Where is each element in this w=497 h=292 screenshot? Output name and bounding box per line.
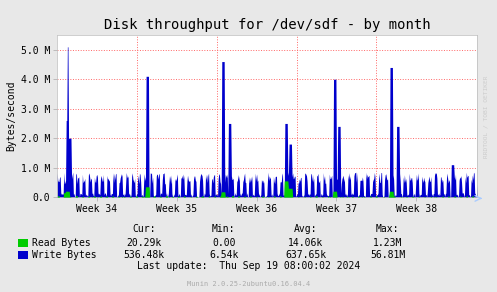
Text: Read Bytes: Read Bytes [32, 238, 90, 248]
Text: 1.23M: 1.23M [373, 238, 403, 248]
Text: 14.06k: 14.06k [288, 238, 323, 248]
Text: Write Bytes: Write Bytes [32, 250, 96, 260]
Text: 6.54k: 6.54k [209, 250, 239, 260]
Text: Max:: Max: [376, 224, 400, 234]
Title: Disk throughput for /dev/sdf - by month: Disk throughput for /dev/sdf - by month [104, 18, 430, 32]
Text: Last update:  Thu Sep 19 08:00:02 2024: Last update: Thu Sep 19 08:00:02 2024 [137, 261, 360, 271]
Text: 20.29k: 20.29k [127, 238, 162, 248]
Text: Munin 2.0.25-2ubuntu0.16.04.4: Munin 2.0.25-2ubuntu0.16.04.4 [187, 281, 310, 287]
Text: Min:: Min: [212, 224, 236, 234]
Text: 0.00: 0.00 [212, 238, 236, 248]
Text: Cur:: Cur: [132, 224, 156, 234]
Text: 536.48k: 536.48k [124, 250, 165, 260]
Text: Avg:: Avg: [294, 224, 318, 234]
Text: 56.81M: 56.81M [370, 250, 405, 260]
Text: RRDTOOL / TOBI OETIKER: RRDTOOL / TOBI OETIKER [483, 76, 488, 158]
Text: 637.65k: 637.65k [285, 250, 326, 260]
Y-axis label: Bytes/second: Bytes/second [6, 81, 17, 151]
